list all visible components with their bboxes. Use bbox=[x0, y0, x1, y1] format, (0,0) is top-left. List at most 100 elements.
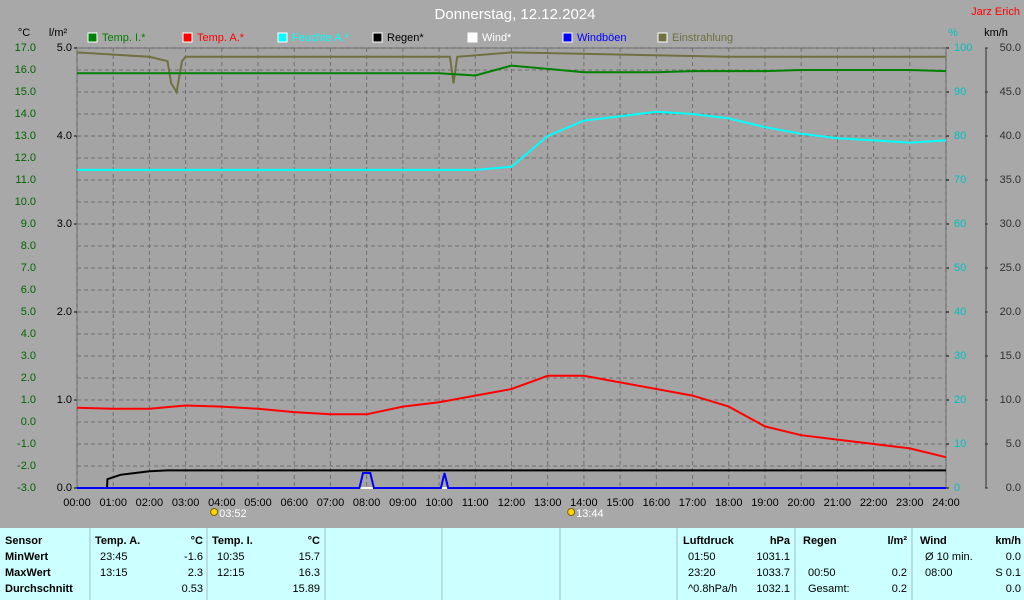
legend-swatch bbox=[657, 32, 668, 43]
table-header: hPa bbox=[770, 535, 791, 547]
y4-tick-label: 10.0 bbox=[1000, 394, 1021, 406]
y4-tick-label: 25.0 bbox=[1000, 262, 1021, 274]
legend-label: Feuchte A.* bbox=[292, 32, 350, 44]
x-tick-label: 09:00 bbox=[389, 497, 417, 509]
y-tick-label: 14.0 bbox=[15, 108, 36, 120]
series-line bbox=[77, 472, 946, 489]
y-tick-label: 4.0 bbox=[21, 328, 36, 340]
y-tick-label: -2.0 bbox=[17, 460, 36, 472]
x-tick-label: 13:00 bbox=[534, 497, 562, 509]
table-cell: 0.2 bbox=[892, 583, 907, 595]
x-tick-label: 12:00 bbox=[498, 497, 526, 509]
y4-tick-label: 5.0 bbox=[1006, 438, 1021, 450]
table-cell: 10:35 bbox=[217, 551, 245, 563]
x-tick-label: 02:00 bbox=[136, 497, 164, 509]
y-tick-label: 6.0 bbox=[21, 284, 36, 296]
x-tick-label: 14:00 bbox=[570, 497, 598, 509]
y4-tick-label: 50.0 bbox=[1000, 42, 1021, 54]
y-tick-label: 9.0 bbox=[21, 218, 36, 230]
y3-tick-label: 10 bbox=[954, 438, 966, 450]
y-tick-label: 11.0 bbox=[15, 174, 36, 186]
x-tick-label: 17:00 bbox=[679, 497, 707, 509]
series-line bbox=[76, 51, 946, 95]
y4-tick-label: 20.0 bbox=[1000, 306, 1021, 318]
table-cell: 15.7 bbox=[299, 551, 320, 563]
table-cell: Gesamt: bbox=[808, 583, 850, 595]
legend-label: Temp. I.* bbox=[102, 32, 146, 44]
y-tick-label: 17.0 bbox=[15, 42, 36, 54]
legend-label: Windböen bbox=[577, 32, 627, 44]
x-tick-label: 15:00 bbox=[606, 497, 634, 509]
y-tick-label: -3.0 bbox=[17, 482, 36, 494]
y4-tick-label: 35.0 bbox=[1000, 174, 1021, 186]
x-tick-label: 06:00 bbox=[280, 497, 308, 509]
y4-axis-label: km/h bbox=[984, 27, 1008, 39]
y4-tick-label: 40.0 bbox=[1000, 130, 1021, 142]
y-tick-label: 16.0 bbox=[15, 64, 36, 76]
x-tick-label: 10:00 bbox=[425, 497, 453, 509]
y-tick-label: 12.0 bbox=[15, 152, 36, 164]
x-tick-label: 16:00 bbox=[643, 497, 671, 509]
table-header: Temp. A. bbox=[95, 535, 140, 547]
table-cell: 08:00 bbox=[925, 567, 953, 579]
legend-swatch bbox=[562, 32, 573, 43]
y2-tick-label: 3.0 bbox=[57, 218, 72, 230]
y-tick-label: 7.0 bbox=[21, 262, 36, 274]
table-cell: S 0.1 bbox=[995, 567, 1021, 579]
y-tick-label: 3.0 bbox=[21, 350, 36, 362]
x-tick-label: 22:00 bbox=[860, 497, 888, 509]
table-header: °C bbox=[191, 535, 203, 547]
x-tick-label: 07:00 bbox=[317, 497, 345, 509]
table-header: km/h bbox=[995, 535, 1021, 547]
annotation-marker bbox=[567, 508, 576, 516]
table-cell: 1032.1 bbox=[756, 583, 790, 595]
table-cell: ^0.8hPa/h bbox=[688, 583, 737, 595]
legend-label: Regen* bbox=[387, 32, 424, 44]
table-cell: 00:50 bbox=[808, 567, 836, 579]
table-header: Luftdruck bbox=[683, 535, 735, 547]
y-tick-label: 8.0 bbox=[21, 240, 36, 252]
y-tick-label: 5.0 bbox=[21, 306, 36, 318]
legend-label: Wind* bbox=[482, 32, 512, 44]
table-cell: Ø 10 min. bbox=[925, 551, 973, 563]
annotation-label: 13:44 bbox=[576, 508, 604, 520]
legend-swatch bbox=[372, 32, 383, 43]
x-tick-label: 20:00 bbox=[787, 497, 815, 509]
table-cell: 0.0 bbox=[1006, 551, 1021, 563]
table-bg bbox=[0, 528, 1024, 600]
table-cell: 1031.1 bbox=[756, 551, 790, 563]
x-tick-label: 08:00 bbox=[353, 497, 381, 509]
y3-tick-label: 60 bbox=[954, 218, 966, 230]
series-line bbox=[77, 64, 947, 77]
y-tick-label: 0.0 bbox=[21, 416, 36, 428]
y3-tick-label: 100 bbox=[954, 42, 972, 54]
table-cell: 13:15 bbox=[100, 567, 128, 579]
table-header: °C bbox=[308, 535, 320, 547]
table-cell: 01:50 bbox=[688, 551, 716, 563]
y2-tick-label: 2.0 bbox=[57, 306, 72, 318]
y3-tick-label: 50 bbox=[954, 262, 966, 274]
author: Jarz Erich bbox=[971, 6, 1020, 18]
y-tick-label: 10.0 bbox=[15, 196, 36, 208]
table-header: Temp. I. bbox=[212, 535, 253, 547]
x-tick-label: 19:00 bbox=[751, 497, 779, 509]
table-cell: 0.0 bbox=[1006, 583, 1021, 595]
y-tick-label: 15.0 bbox=[15, 86, 36, 98]
table-row-label: MaxWert bbox=[5, 567, 51, 579]
y2-tick-label: 1.0 bbox=[57, 394, 72, 406]
y2-tick-label: 4.0 bbox=[57, 130, 72, 142]
x-tick-label: 21:00 bbox=[824, 497, 852, 509]
y4-tick-label: 45.0 bbox=[1000, 86, 1021, 98]
chart-title: Donnerstag, 12.12.2024 bbox=[435, 6, 596, 23]
y4-tick-label: 15.0 bbox=[1000, 350, 1021, 362]
table-cell: 0.53 bbox=[182, 583, 203, 595]
y-axis-label: °C bbox=[18, 27, 30, 39]
y4-tick-label: 0.0 bbox=[1006, 482, 1021, 494]
table-cell: 16.3 bbox=[299, 567, 320, 579]
legend-swatch bbox=[182, 32, 193, 43]
y3-tick-label: 80 bbox=[954, 130, 966, 142]
table-header: l/m² bbox=[887, 535, 907, 547]
y2-tick-label: 5.0 bbox=[57, 42, 72, 54]
